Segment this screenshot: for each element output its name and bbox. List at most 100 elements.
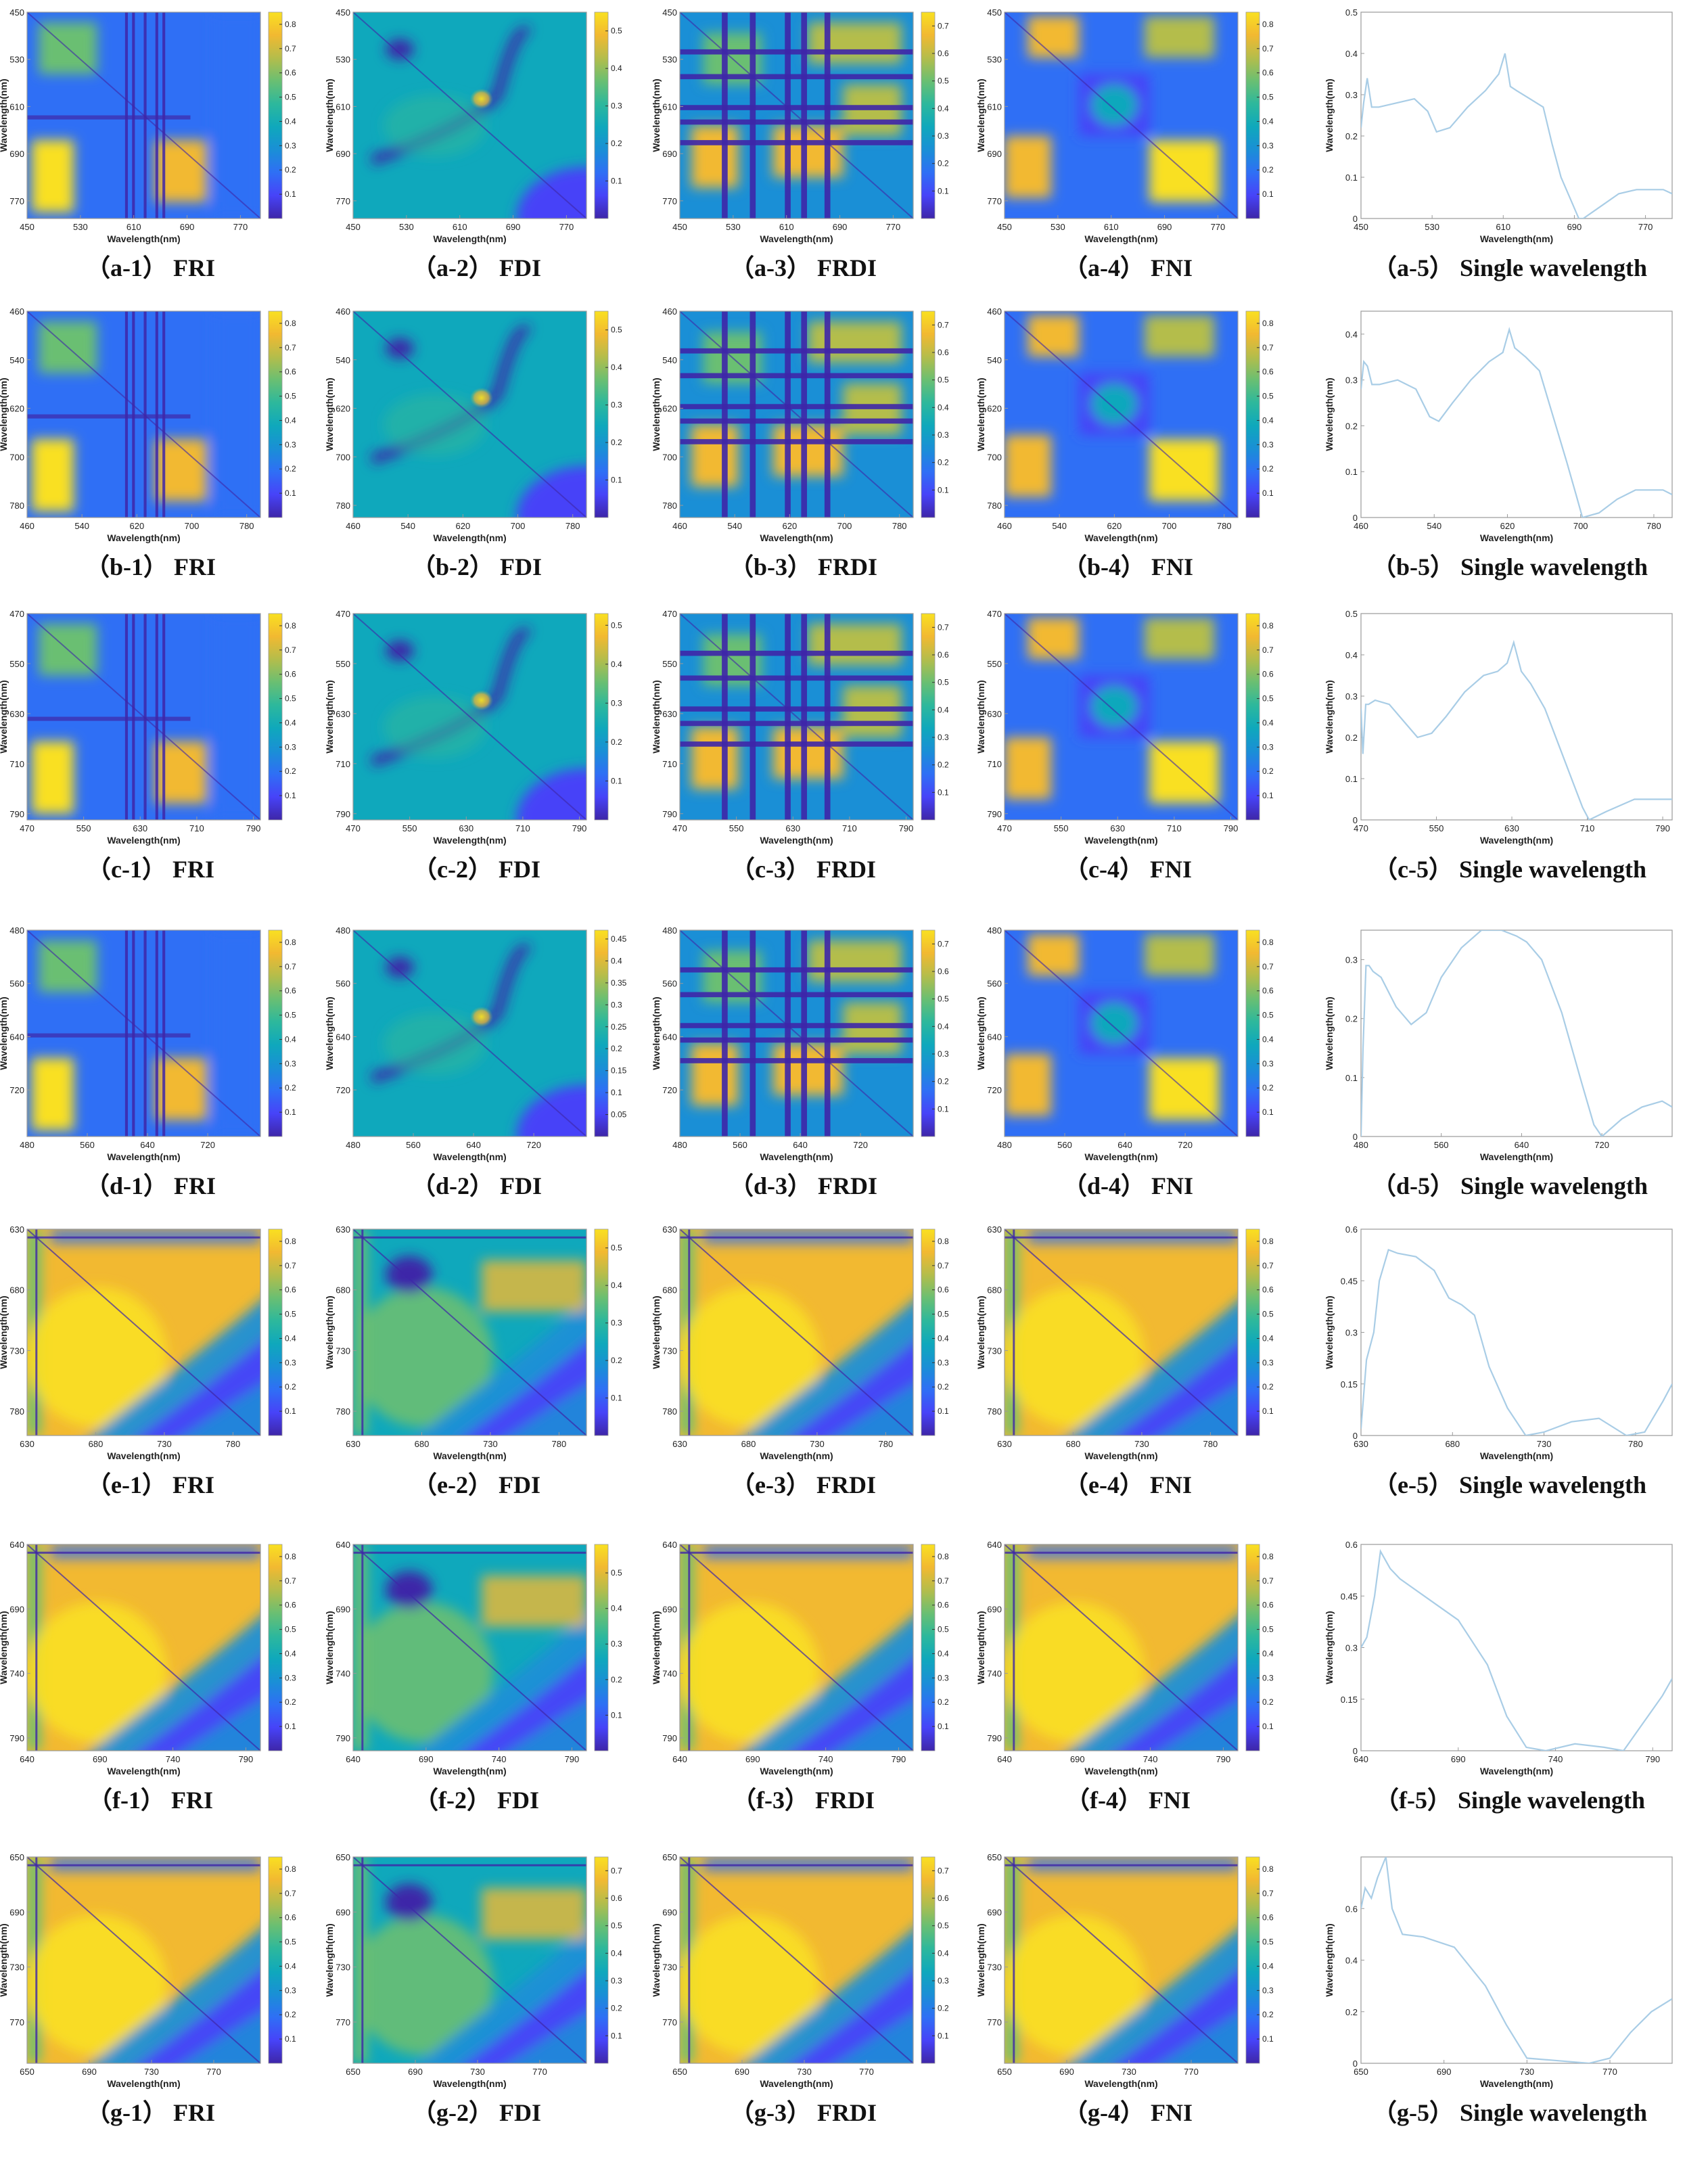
colorbar-tick-label: 0.6	[1262, 986, 1274, 996]
colorbar-tick-label: 0.05	[611, 1110, 627, 1120]
heat-diagonal	[353, 1229, 586, 1436]
y-tick-label: 630	[987, 1224, 1002, 1235]
heatmap-panel-frdi: 450 450 530 530 610 610 690 690 770 770 Wavelength…	[651, 7, 949, 281]
colorbar-tick-label: 0.6	[938, 967, 949, 976]
x-tick-label: 690	[506, 222, 521, 232]
plot-frame	[1004, 1229, 1239, 1436]
heat-vertical-band	[722, 311, 728, 518]
heatmap-surface	[680, 614, 913, 820]
plot-frame	[1004, 1856, 1239, 2064]
y-tick-label: 450	[662, 7, 677, 18]
y-tick-label: 650	[9, 1852, 24, 1862]
heatmap-panel-fri: 640 640 690 690 740 740 790 790 Wavelength(nm) Wa…	[0, 1540, 296, 1814]
heat-horizontal-band	[680, 140, 913, 145]
x-tick-label: 530	[726, 222, 741, 232]
heat-horizontal-band	[680, 1037, 913, 1043]
x-tick-label: 780	[1646, 521, 1661, 531]
y-axis-label: Wavelength(nm)	[0, 1923, 9, 1996]
colorbar-tick-label: 0.2	[611, 438, 622, 447]
x-tick-label: 550	[402, 823, 417, 833]
colorbar-tick-label: 0.2	[1262, 2010, 1274, 2019]
x-tick-label: 450	[20, 222, 34, 232]
y-tick-label: 770	[336, 196, 350, 206]
y-tick-label: 700	[662, 452, 677, 462]
y-tick-label: 560	[987, 979, 1002, 989]
y-tick-label: 530	[662, 55, 677, 65]
x-tick-label: 690	[833, 222, 848, 232]
y-tick-label: 780	[336, 1406, 350, 1417]
colorbar-tick-label: 0.1	[1262, 1722, 1274, 1731]
panel-row-c: 470 470 550 550 630 630 710 710 790 790 Wavelength…	[0, 609, 1673, 883]
heat-diagonal	[27, 1857, 260, 2063]
panel-caption: （c-1） FRI	[87, 856, 214, 883]
panel-caption: （a-3） FRDI	[730, 254, 877, 281]
y-tick-label: 790	[9, 1733, 24, 1743]
colorbar-tick-label: 0.2	[285, 766, 296, 776]
y-axis-label: Wavelength(nm)	[1324, 377, 1335, 451]
heat-vertical-band	[785, 12, 791, 219]
heat-mid	[383, 696, 486, 758]
y-axis-label: Wavelength(nm)	[651, 996, 662, 1070]
colorbar-tick-label: 0.4	[611, 1948, 622, 1958]
colorbar-tick-label: 0.5	[611, 325, 622, 335]
panel-caption: （d-1） FRI	[85, 1172, 216, 1199]
y-tick-label: 790	[987, 1733, 1002, 1743]
x-tick-label: 540	[1427, 521, 1441, 531]
heat-inner-region	[1159, 1384, 1238, 1436]
heatmap-surface	[1005, 12, 1238, 219]
y-tick-label: 730	[987, 1962, 1002, 1973]
colorbar-tick-label: 0.7	[1262, 343, 1274, 352]
line-panel-single-wavelength: 0 0.1 0.2 0.3 480 560 640 720 Wavelength(nm) Wave…	[1324, 929, 1673, 1199]
y-tick-label: 780	[987, 1406, 1002, 1417]
x-tick-label: 780	[879, 1439, 894, 1449]
heat-top-band	[703, 1544, 913, 1559]
heat-diagonal	[680, 1857, 913, 2063]
y-tick-label: 640	[662, 1540, 677, 1550]
x-tick-label: 630	[133, 823, 147, 833]
y-tick-label: 0.2	[1345, 733, 1358, 743]
series-line	[1361, 930, 1672, 1137]
y-axis-label: Wavelength(nm)	[324, 1295, 335, 1369]
y-tick-label: 770	[662, 2017, 677, 2027]
colorbar-tick-label: 0.5	[1262, 1310, 1274, 1319]
colorbar-tick-label: 0.4	[285, 1034, 296, 1044]
heatmap-surface	[680, 1544, 913, 1751]
x-tick-label: 720	[526, 1140, 541, 1150]
colorbar-tick-label: 0.6	[1262, 367, 1274, 377]
colorbar-tick-label: 0.7	[938, 21, 949, 30]
y-tick-label: 0.4	[1345, 650, 1358, 660]
x-axis-label: Wavelength(nm)	[107, 1450, 180, 1461]
colorbar-tick-label: 0.8	[1262, 621, 1274, 630]
heat-horizontal-band	[680, 348, 913, 354]
heat-vertical-band	[785, 311, 791, 518]
heatmap-panel-fdi: 470 470 550 550 630 630 710 710 790 790 Wavelength…	[324, 609, 622, 883]
x-tick-label: 790	[1224, 823, 1239, 833]
heat-inner	[1090, 1002, 1138, 1044]
colorbar-tick-label: 0.1	[285, 1107, 296, 1117]
heat-warm-block	[691, 424, 739, 487]
colorbar-tick-label: 0.4	[1262, 1961, 1274, 1971]
colorbar-tick-label: 0.7	[938, 1576, 949, 1586]
y-tick-label: 540	[662, 355, 677, 365]
heat-diagonal	[353, 1544, 586, 1751]
colorbar-tick-label: 0.8	[1262, 20, 1274, 29]
x-tick-label: 530	[73, 222, 88, 232]
x-tick-label: 790	[565, 1754, 580, 1764]
heat-warm-block	[1145, 618, 1215, 660]
x-tick-label: 480	[20, 1140, 34, 1150]
x-axis-label: Wavelength(nm)	[760, 1151, 833, 1162]
heat-warm-block	[808, 624, 902, 666]
y-tick-label: 770	[336, 2017, 350, 2027]
x-tick-label: 560	[406, 1140, 421, 1150]
x-tick-label: 730	[1537, 1439, 1552, 1449]
x-axis-label: Wavelength(nm)	[760, 1766, 833, 1776]
x-tick-label: 640	[20, 1754, 34, 1764]
x-tick-label: 640	[1515, 1140, 1529, 1150]
colorbar-tick-label: 0.5	[938, 1625, 949, 1634]
y-tick-label: 690	[662, 149, 677, 159]
heat-top-band	[703, 1229, 913, 1244]
x-axis-label: Wavelength(nm)	[433, 233, 506, 244]
y-tick-label: 0.6	[1345, 1904, 1358, 1914]
colorbar-tick-label: 0.4	[938, 705, 949, 714]
y-tick-label: 690	[9, 1907, 24, 1917]
